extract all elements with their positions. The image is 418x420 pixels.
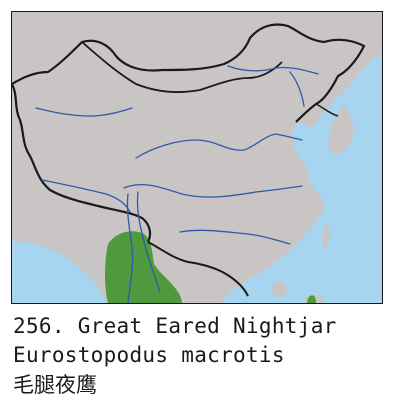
korea-border: [315, 103, 339, 117]
sea-bengal: [12, 241, 106, 303]
species-range-area: [105, 231, 182, 303]
land-korea: [328, 104, 354, 155]
land-area: [12, 12, 382, 303]
yellow-river: [135, 133, 303, 159]
rivers: [35, 65, 319, 303]
mekong-river: [136, 191, 161, 293]
caption: 256. Great Eared Nightjar Eurostopodus m…: [13, 312, 413, 400]
brahmaputra-river: [41, 179, 131, 213]
mongolia-border: [81, 41, 283, 93]
species-range-taiwan: [307, 295, 316, 303]
tarim-river: [35, 107, 133, 117]
species-chinese-name: 毛腿夜鹰: [13, 373, 97, 397]
pearl-river: [179, 229, 291, 245]
southern-border: [147, 241, 249, 297]
yangtze-river: [123, 184, 303, 198]
amur-river: [227, 65, 319, 75]
map-svg: [12, 12, 382, 303]
species-scientific-name: Eurostopodus macrotis: [13, 343, 285, 367]
sea-bohai: [292, 123, 313, 143]
range-map: [11, 11, 383, 304]
heilong-tributary: [289, 71, 305, 107]
land-taiwan: [322, 222, 330, 250]
species-number-title: 256. Great Eared Nightjar: [13, 314, 337, 338]
salween-river: [126, 193, 134, 303]
land-hainan: [272, 281, 288, 297]
